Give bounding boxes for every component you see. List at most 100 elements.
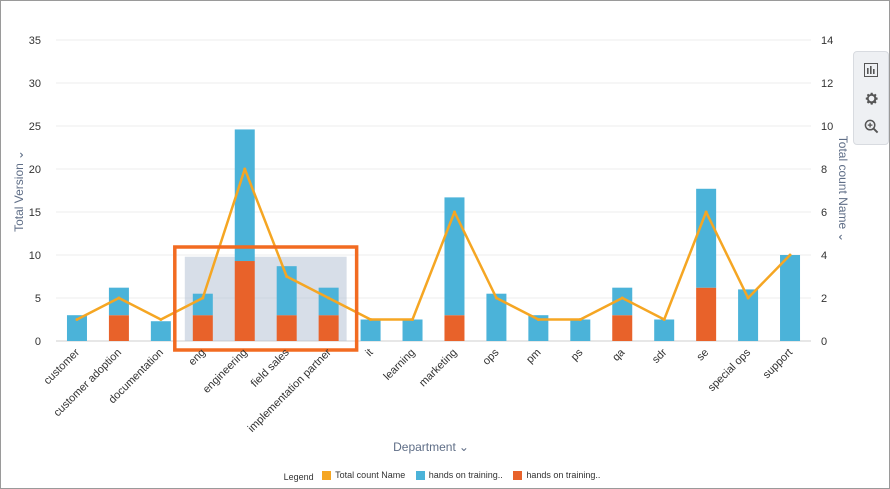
x-tick-label: support <box>761 347 795 381</box>
y-right-tick-label: 0 <box>821 336 827 348</box>
legend-swatch <box>513 470 523 480</box>
x-tick-label: it <box>363 347 375 359</box>
legend-swatch <box>415 470 425 480</box>
y-right-tick-label: 2 <box>821 293 827 305</box>
left-axis-ticks: 0 5 10 15 20 25 30 35 <box>29 35 41 348</box>
bar-segment-blue <box>612 287 633 316</box>
legend-label: Total count Name <box>335 470 406 480</box>
right-axis-ticks: 0 2 4 6 8 10 12 14 <box>821 35 833 348</box>
x-tick-label: se <box>695 347 712 364</box>
line-point <box>536 318 540 321</box>
y-left-tick-label: 35 <box>29 35 41 47</box>
selection-border <box>173 245 359 352</box>
bar-segment-blue <box>66 315 87 341</box>
chart-toolbar <box>853 51 889 145</box>
line-total-count-name <box>76 167 791 321</box>
zoom-in-icon[interactable] <box>859 114 883 138</box>
x-tick-label: special ops <box>706 346 754 394</box>
bar-segment-blue <box>402 319 423 341</box>
bar-segment-blue <box>654 319 675 341</box>
line-point <box>117 296 121 300</box>
x-tick-label: learning <box>381 347 417 383</box>
line-point <box>285 275 289 278</box>
bar-segment-blue <box>738 289 759 341</box>
bar-segment-orange <box>318 315 339 341</box>
bars <box>66 129 801 341</box>
bar-segment-blue <box>108 287 129 316</box>
x-tick-label: ps <box>569 346 586 363</box>
y-right-tick-label: 10 <box>821 121 833 133</box>
bar-segment-blue <box>696 188 717 288</box>
bar-segment-orange <box>234 261 255 341</box>
legend-swatch <box>322 470 332 480</box>
bar-segment-blue <box>150 321 171 341</box>
line-point <box>75 318 79 321</box>
line-point <box>327 296 331 300</box>
bar-segment-blue <box>234 129 255 262</box>
chart-legend: Legend Total count Name hands on trainin… <box>1 470 890 482</box>
x-tick-label: pm <box>524 347 543 366</box>
line-series <box>75 167 792 321</box>
bar-segment-blue <box>780 255 801 341</box>
bar-segment-blue <box>486 293 507 341</box>
y-left-tick-label: 5 <box>35 293 41 305</box>
selection-highlight <box>173 245 359 352</box>
bar-segment-blue <box>192 293 213 316</box>
legend-entry-hands-on-training-blue[interactable]: hands on training.. <box>415 470 503 480</box>
line-point <box>411 318 415 321</box>
line-point <box>620 296 624 300</box>
line-point <box>201 296 205 300</box>
bar-segment-orange <box>444 315 465 341</box>
legend-label: hands on training.. <box>526 470 601 480</box>
line-point <box>243 167 247 171</box>
y-left-tick-label: 30 <box>29 78 41 90</box>
x-tick-label: sdr <box>650 346 670 366</box>
bar-segment-orange <box>276 315 297 341</box>
line-point <box>578 318 582 321</box>
gear-icon[interactable] <box>859 86 883 110</box>
y-right-tick-label: 12 <box>821 78 833 90</box>
y-left-tick-label: 15 <box>29 207 41 219</box>
line-point <box>369 318 373 321</box>
legend-entry-total-count[interactable]: Total count Name <box>322 470 405 480</box>
bar-segment-blue <box>360 319 381 341</box>
line-point <box>452 210 456 214</box>
y-left-tick-label: 20 <box>29 164 41 176</box>
gridlines <box>56 39 811 342</box>
bar-segment-orange <box>192 315 213 341</box>
x-axis-title[interactable]: Department ⌄ <box>393 440 469 454</box>
legend-entry-hands-on-training-orange[interactable]: hands on training.. <box>513 470 600 480</box>
x-tick-label: ops <box>481 346 502 367</box>
x-tick-label: implementation partner <box>246 346 334 434</box>
y-axis-title-left[interactable]: Total Version⌄ <box>12 150 26 232</box>
bar-segment-orange <box>108 315 129 341</box>
legend-title: Legend <box>283 471 314 482</box>
y-left-tick-label: 0 <box>35 336 41 348</box>
x-tick-label: qa <box>610 346 628 364</box>
bar-segment-orange <box>696 287 717 341</box>
line-point <box>704 210 708 214</box>
x-tick-label: field sales <box>249 346 292 389</box>
x-tick-label: customer <box>42 346 83 387</box>
y-axis-title-right[interactable]: Total count Name⌄ <box>836 136 850 242</box>
y-right-tick-label: 4 <box>821 250 827 262</box>
y-left-tick-label: 10 <box>29 250 41 262</box>
y-right-tick-label: 8 <box>821 164 827 176</box>
line-point <box>159 318 163 321</box>
y-left-tick-label: 25 <box>29 121 41 133</box>
line-point <box>662 318 666 321</box>
bar-segment-blue <box>570 319 591 341</box>
line-point <box>788 253 792 257</box>
bar-chart-icon[interactable] <box>859 58 883 82</box>
bar-segment-blue <box>528 315 549 341</box>
y-right-tick-label: 6 <box>821 207 827 219</box>
x-tick-label: engineering <box>201 347 250 396</box>
line-point <box>746 296 750 300</box>
line-point <box>494 296 498 300</box>
x-tick-label: marketing <box>417 347 460 390</box>
bar-segment-orange <box>612 315 633 341</box>
legend-label: hands on training.. <box>428 470 503 480</box>
